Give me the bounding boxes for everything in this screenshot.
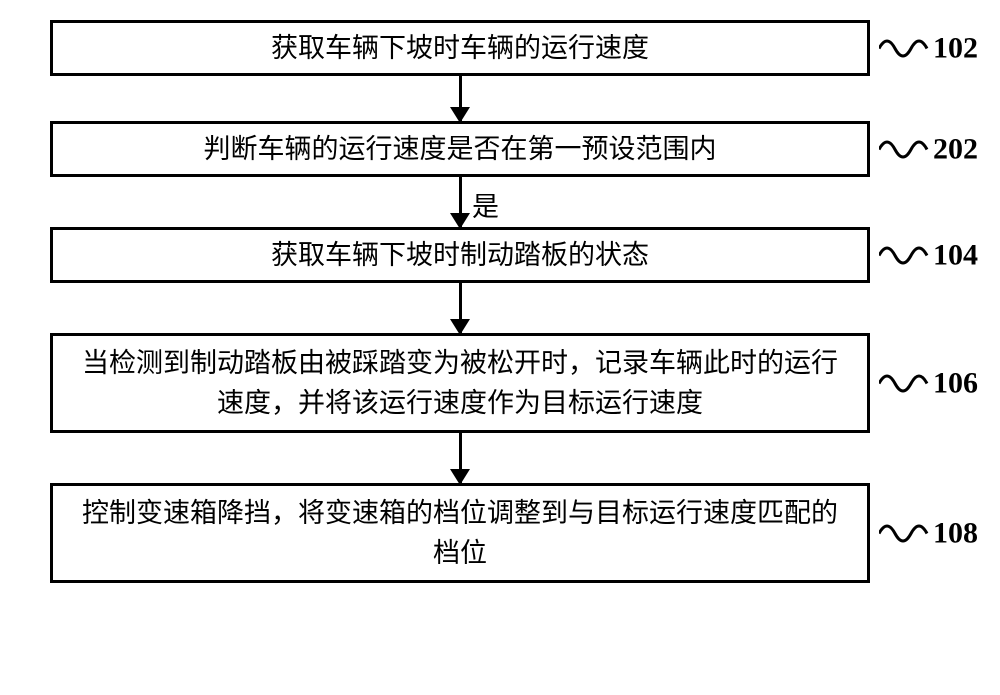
step-text-202: 判断车辆的运行速度是否在第一预设范围内 [204,129,717,170]
step-text-108: 控制变速箱降挡，将变速箱的档位调整到与目标运行速度匹配的档位 [73,493,847,574]
arrow-label-yes: 是 [472,185,499,224]
squiggle-icon [879,129,929,169]
step-box-108: 控制变速箱降挡，将变速箱的档位调整到与目标运行速度匹配的档位 108 [50,483,870,583]
squiggle-icon [879,28,929,68]
step-text-106: 当检测到制动踏板由被踩踏变为被松开时，记录车辆此时的运行速度，并将该运行速度作为… [73,343,847,424]
squiggle-icon [879,235,929,275]
step-text-104: 获取车辆下坡时制动踏板的状态 [271,235,649,276]
step-label-108: 108 [879,511,978,556]
squiggle-icon [879,363,929,403]
step-box-202: 判断车辆的运行速度是否在第一预设范围内 202 [50,121,870,177]
arrow-102-202 [50,76,870,121]
step-label-106: 106 [879,361,978,406]
label-num-106: 106 [933,361,978,406]
label-num-104: 104 [933,233,978,278]
flowchart-container: 获取车辆下坡时车辆的运行速度 102 判断车辆的运行速度是否在第一预设范围内 2… [50,20,870,583]
arrow-104-106 [50,283,870,333]
step-text-102: 获取车辆下坡时车辆的运行速度 [271,28,649,69]
label-num-202: 202 [933,127,978,172]
step-label-102: 102 [879,26,978,71]
step-label-202: 202 [879,127,978,172]
step-box-106: 当检测到制动踏板由被踩踏变为被松开时，记录车辆此时的运行速度，并将该运行速度作为… [50,333,870,433]
step-box-104: 获取车辆下坡时制动踏板的状态 104 [50,227,870,283]
arrow-106-108 [50,433,870,483]
step-label-104: 104 [879,233,978,278]
label-num-102: 102 [933,26,978,71]
arrow-202-104: 是 [50,177,870,227]
label-num-108: 108 [933,511,978,556]
squiggle-icon [879,513,929,553]
step-box-102: 获取车辆下坡时车辆的运行速度 102 [50,20,870,76]
